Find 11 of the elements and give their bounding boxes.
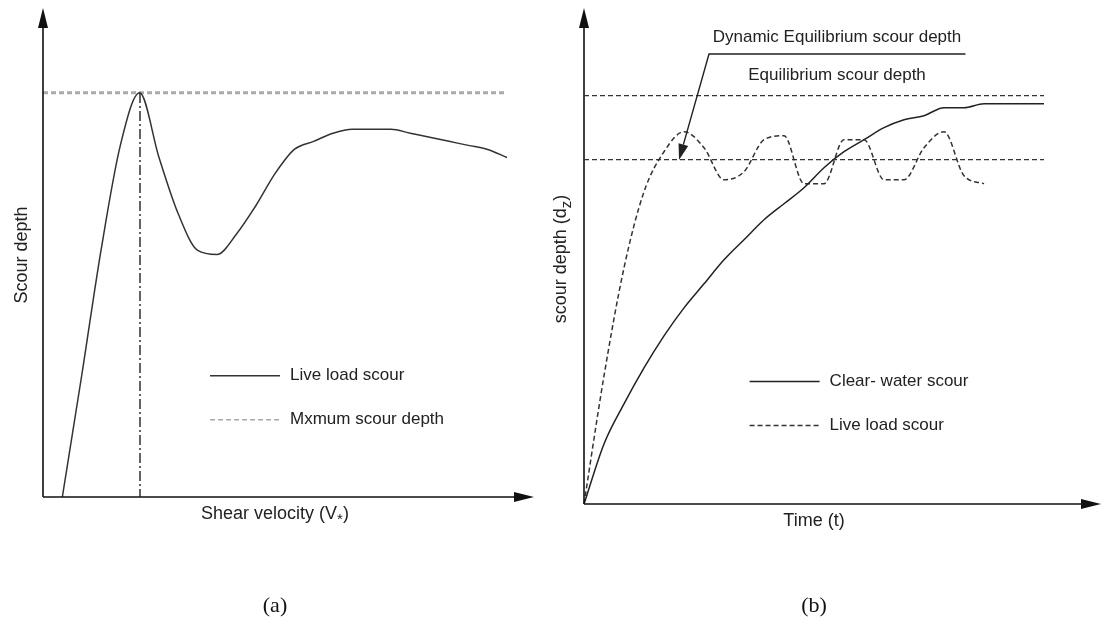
ref-line-label: Equilibrium scour depth [748,64,926,84]
x-axis-title: Shear velocity (V$_{*}$) [201,503,349,527]
y-axis-title: Scour depth [10,205,32,304]
text: (b) [801,592,827,618]
text: Dynamic Equilibrium scour depth [712,26,962,46]
legend-label: Live load scour [290,365,405,385]
legend-label: Live load scour [829,415,945,435]
text: (a) [262,592,288,618]
legend-label: Mxmum scour depth [290,409,445,429]
x-axis-title: Time (t) [783,510,845,531]
legend-label: Clear- water scour [829,371,969,391]
